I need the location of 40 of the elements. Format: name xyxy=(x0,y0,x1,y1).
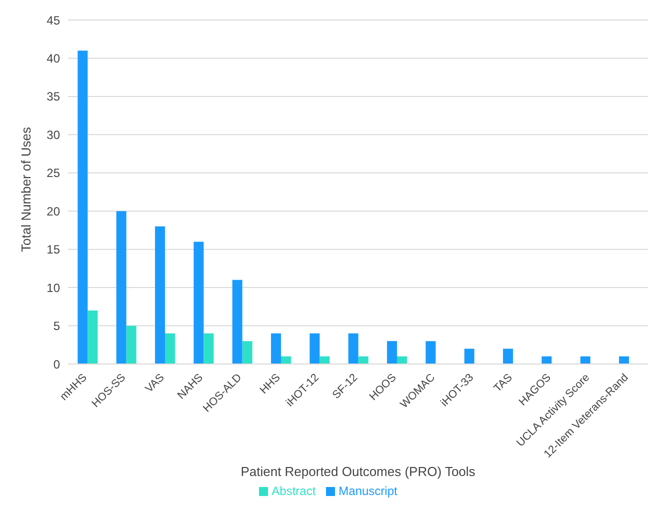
x-tick-label: TAS xyxy=(492,372,515,395)
y-tick-label: 25 xyxy=(46,166,60,180)
bar xyxy=(155,226,165,364)
y-tick-label: 40 xyxy=(46,51,60,66)
bar xyxy=(320,356,330,364)
bar xyxy=(619,356,629,364)
y-tick-label: 20 xyxy=(46,204,60,218)
y-tick-label: 10 xyxy=(46,280,60,295)
y-tick-label: 45 xyxy=(46,13,60,28)
bar xyxy=(88,310,98,364)
x-axis-title: Patient Reported Outcomes (PRO) Tools xyxy=(240,464,476,479)
bar xyxy=(204,333,214,364)
x-tick-label: VAS xyxy=(143,372,167,396)
bar xyxy=(503,348,513,364)
bar xyxy=(464,348,474,364)
bar xyxy=(310,333,320,364)
y-axis-title: Total Number of Uses xyxy=(18,126,34,252)
bar xyxy=(271,333,281,364)
bar xyxy=(397,356,407,364)
bar xyxy=(542,356,552,364)
y-tick-label: 0 xyxy=(53,357,60,372)
bar xyxy=(126,326,136,364)
y-tick-label: 30 xyxy=(46,128,60,142)
bar xyxy=(348,333,358,364)
bar xyxy=(358,356,368,364)
legend-label: Abstract xyxy=(272,484,316,498)
y-tick-label: 35 xyxy=(46,90,60,104)
bar xyxy=(281,356,291,364)
y-tick-label: 5 xyxy=(53,319,60,334)
y-tick-label: 15 xyxy=(46,242,60,257)
bar xyxy=(116,211,126,364)
bar xyxy=(194,242,204,364)
bar xyxy=(387,341,397,364)
bar xyxy=(242,341,252,364)
bar xyxy=(78,50,88,364)
bar xyxy=(426,341,436,364)
bar xyxy=(232,280,242,364)
bar xyxy=(580,356,590,364)
bar xyxy=(165,333,175,364)
legend-label: Manuscript xyxy=(338,484,398,498)
